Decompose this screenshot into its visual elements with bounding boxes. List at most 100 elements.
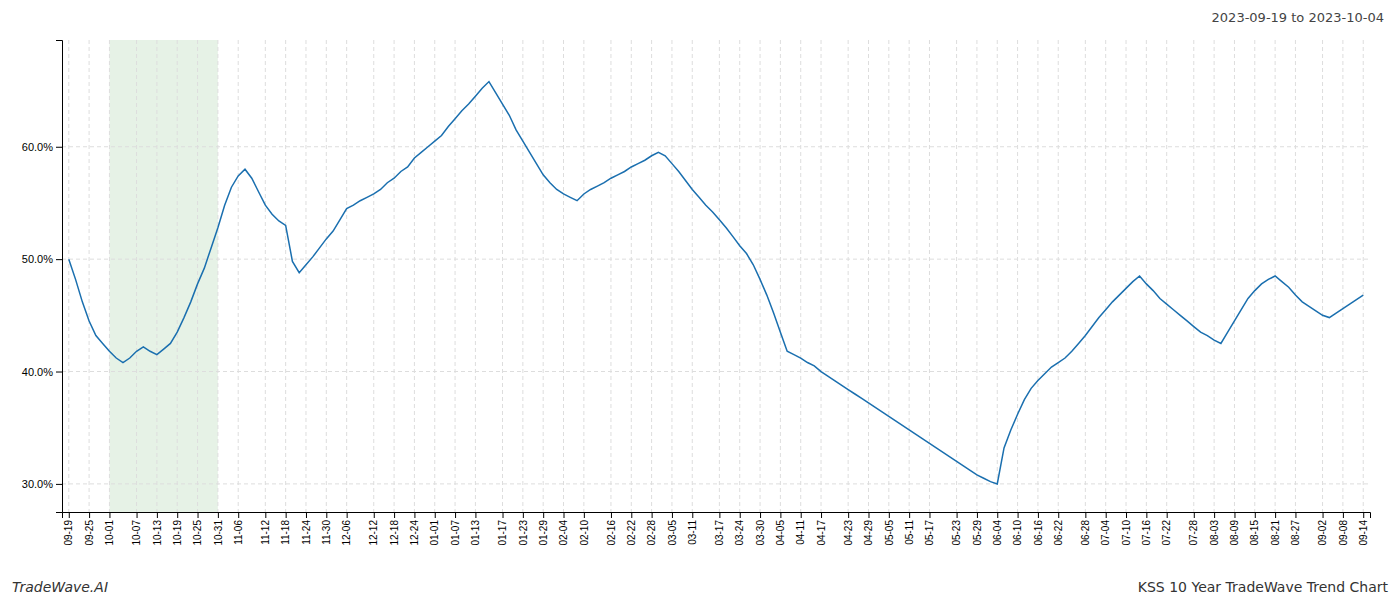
x-tick-label: 04-29 (863, 520, 874, 546)
x-tick: 04-23 (843, 512, 854, 546)
x-tick-mark (929, 512, 930, 518)
x-tick-label: 11-30 (321, 520, 332, 545)
grid-line-x (346, 40, 347, 512)
x-tick: 06-10 (1012, 512, 1023, 546)
grid-line-y (62, 371, 1370, 372)
x-tick: 04-17 (816, 512, 827, 546)
grid-line-x (651, 40, 652, 512)
x-tick: 11-06 (233, 512, 244, 545)
x-tick-mark (177, 512, 178, 518)
x-tick-label: 08-15 (1249, 520, 1260, 546)
x-tick: 03-05 (667, 512, 678, 546)
x-tick-mark (740, 512, 741, 518)
x-tick: 05-23 (951, 512, 962, 546)
subtitle: 2023-09-19 to 2023-10-04 (1212, 10, 1384, 25)
x-tick-label: 01-29 (538, 520, 549, 546)
x-tick: 08-15 (1249, 512, 1260, 546)
x-tick: 05-17 (924, 512, 935, 546)
x-tick: 03-30 (755, 512, 766, 546)
x-tick-mark (957, 512, 958, 518)
x-tick-mark (584, 512, 585, 518)
x-tick: 07-22 (1161, 512, 1172, 546)
x-tick-mark (719, 512, 720, 518)
grid-line-x (956, 40, 957, 512)
grid-line-y (62, 259, 1370, 260)
x-tick: 11-24 (301, 512, 312, 545)
x-tick-label: 07-28 (1188, 520, 1199, 546)
x-tick-label: 02-04 (558, 520, 569, 546)
grid-line-x (563, 40, 564, 512)
grid-line-x (285, 40, 286, 512)
x-tick: 03-24 (734, 512, 745, 546)
x-tick: 07-04 (1100, 512, 1111, 546)
y-tick: 50.0% (22, 253, 62, 265)
grid-line-x (1105, 40, 1106, 512)
x-tick-label: 02-28 (646, 520, 657, 546)
x-tick: 10-01 (104, 512, 115, 546)
x-tick: 12-12 (368, 512, 379, 546)
chart-svg: 09-1909-2510-0110-0710-1310-1910-2510-31… (0, 0, 1400, 600)
grid-line-x (475, 40, 476, 512)
x-tick: 08-21 (1270, 512, 1281, 546)
x-tick-mark (1234, 512, 1235, 518)
chart-container: 09-1909-2510-0110-0710-1310-1910-2510-31… (0, 0, 1400, 600)
x-tick-mark (326, 512, 327, 518)
x-tick-mark (1323, 512, 1324, 518)
plot-area (62, 40, 1370, 512)
x-axis: 09-1909-2510-0110-0710-1310-1910-2510-31… (63, 512, 1371, 546)
x-tick: 10-07 (131, 512, 142, 546)
x-tick: 12-18 (389, 512, 400, 546)
x-tick: 04-11 (795, 512, 806, 545)
x-axis-line (63, 513, 1371, 519)
x-tick-label: 06-28 (1080, 520, 1091, 546)
title: KSS 10 Year TradeWave Trend Chart (1138, 579, 1389, 595)
x-tick: 09-02 (1317, 512, 1328, 546)
grid-line-x (1058, 40, 1059, 512)
x-tick-mark (1214, 512, 1215, 518)
x-tick: 03-17 (714, 512, 725, 546)
x-tick-mark (523, 512, 524, 518)
x-tick-label: 07-16 (1141, 520, 1152, 546)
x-tick-mark (1167, 512, 1168, 518)
x-tick-label: 01-23 (518, 520, 529, 546)
grid-line-x (976, 40, 977, 512)
grid-line-x (455, 40, 456, 512)
y-axis-line (56, 41, 63, 513)
x-tick-label: 11-12 (260, 520, 271, 545)
x-tick-label: 05-23 (951, 520, 962, 546)
x-tick-label: 07-04 (1100, 520, 1111, 546)
x-tick-mark (543, 512, 544, 518)
grid-line-y (62, 146, 1370, 147)
x-tick-mark (672, 512, 673, 518)
x-tick-label: 08-21 (1270, 520, 1281, 546)
x-tick-mark (374, 512, 375, 518)
x-tick-label: 05-11 (904, 520, 915, 545)
grid-line-x (610, 40, 611, 512)
grid-line-x (868, 40, 869, 512)
x-tick: 09-08 (1338, 512, 1349, 546)
y-tick-mark (56, 147, 62, 148)
x-tick-mark (1126, 512, 1127, 518)
grid-line-x (719, 40, 720, 512)
x-tick-mark (1038, 512, 1039, 518)
x-tick-label: 12-12 (368, 520, 379, 546)
y-tick-label: 50.0% (22, 253, 53, 265)
x-tick: 01-17 (497, 512, 508, 546)
x-tick-mark (801, 512, 802, 518)
x-tick: 11-18 (280, 512, 291, 545)
x-tick-mark (889, 512, 890, 518)
grid-line-y (62, 483, 1370, 484)
grid-line-x (583, 40, 584, 512)
x-tick: 02-04 (558, 512, 569, 546)
grid-line-x (1295, 40, 1296, 512)
grid-line-x (671, 40, 672, 512)
grid-line-x (1037, 40, 1038, 512)
x-tick-label: 05-29 (972, 520, 983, 546)
x-tick-label: 09-08 (1338, 520, 1349, 546)
x-tick-label: 08-03 (1209, 520, 1220, 546)
x-tick-label: 02-10 (579, 520, 590, 546)
x-tick-mark (1275, 512, 1276, 518)
x-tick-label: 01-07 (450, 520, 461, 546)
x-tick: 01-29 (538, 512, 549, 546)
x-tick-mark (503, 512, 504, 518)
